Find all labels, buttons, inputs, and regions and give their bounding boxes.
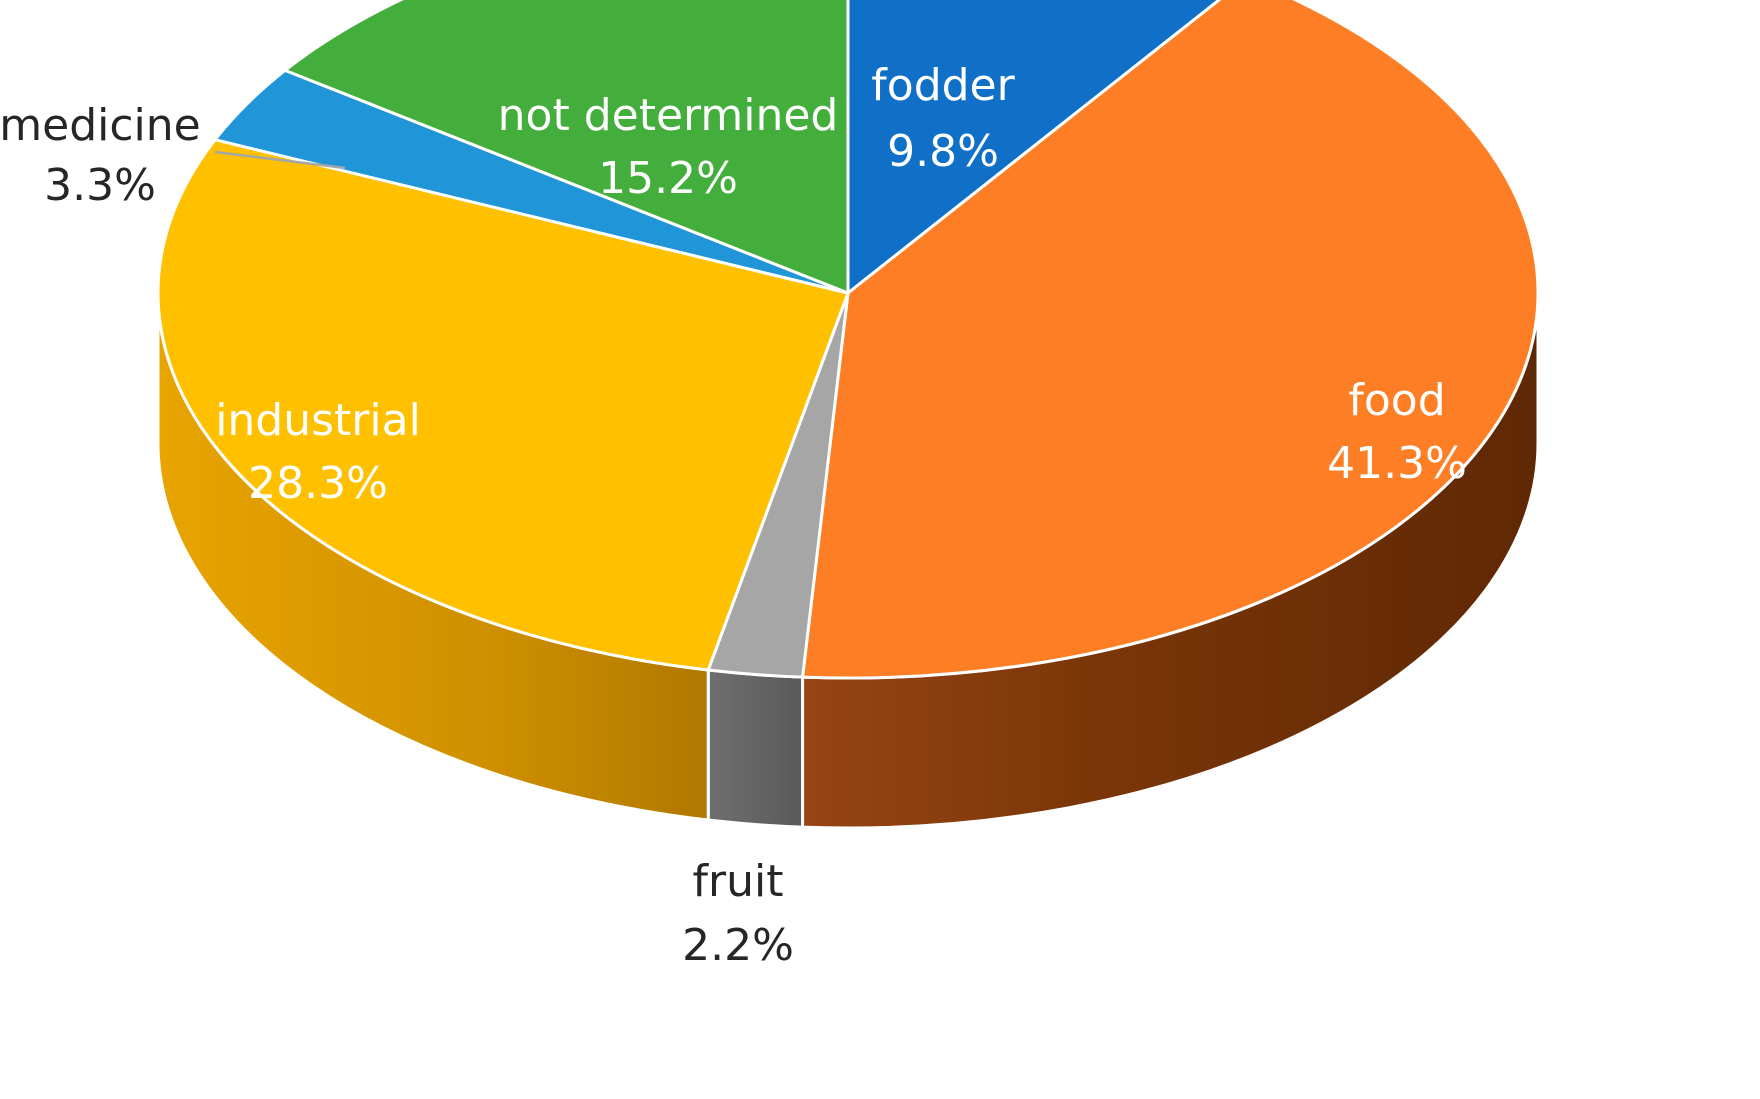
slice-labels: fodder 9.8% food 41.3% fruit 2.2% industrial 28… [0, 60, 1467, 971]
label-medicine: medicine 3.3% [0, 100, 201, 211]
label-not-determined: not determined 15.2% [498, 90, 839, 204]
pie-sides [156, 291, 1540, 830]
label-medicine-percent: 3.3% [44, 160, 156, 211]
label-fruit-name: fruit [693, 856, 784, 907]
label-fruit: fruit 2.2% [682, 856, 794, 971]
label-industrial: industrial 28.3% [215, 395, 421, 509]
label-fruit-percent: 2.2% [682, 920, 794, 971]
medicine-leader-line [214, 150, 346, 170]
label-food: food 41.3% [1327, 375, 1467, 489]
label-medicine-name: medicine [0, 100, 201, 151]
label-not-determined-percent: 15.2% [598, 153, 738, 204]
label-food-percent: 41.3% [1327, 438, 1467, 489]
label-fodder: fodder 9.8% [871, 60, 1015, 177]
label-industrial-name: industrial [215, 395, 421, 446]
slice-industrial [156, 138, 850, 672]
label-not-determined-name: not determined [498, 90, 839, 141]
label-food-name: food [1348, 375, 1445, 426]
slice-food [801, 0, 1540, 680]
label-fodder-percent: 9.8% [887, 126, 999, 177]
slice-not-determined [283, 0, 850, 295]
label-industrial-percent: 28.3% [248, 458, 388, 509]
label-fodder-name: fodder [871, 60, 1015, 111]
slice-side-fruit [706, 668, 805, 829]
pie-slices [156, 0, 1540, 680]
slice-fodder [846, 0, 1222, 295]
